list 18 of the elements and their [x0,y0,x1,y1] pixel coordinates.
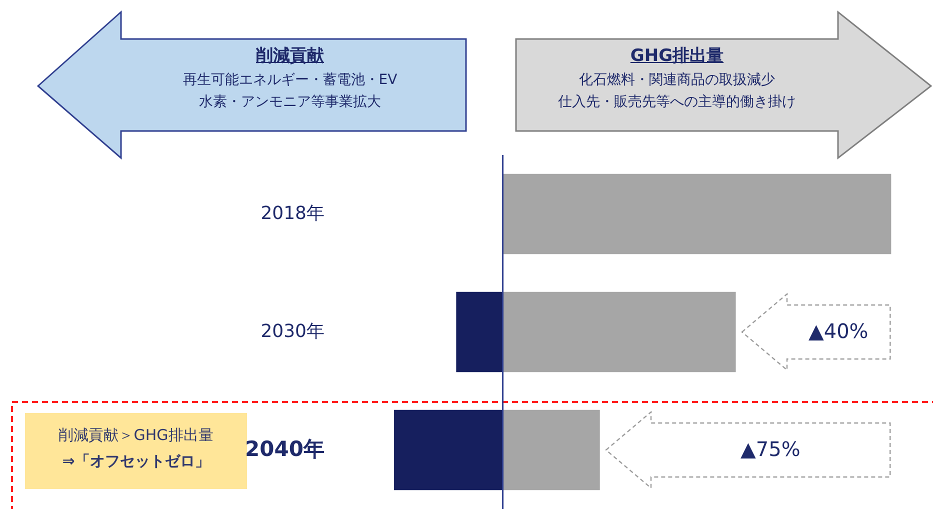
text: 削減貢献＞GHG排出量 [58,426,214,444]
text: 化石燃料・関連商品の取扱減少 [578,72,776,89]
text: ⇒「オフセットゼロ」 [61,452,211,470]
bar [502,174,892,254]
text: 再生可能エネルギー・蓄電池・EV [182,72,398,89]
bar [394,410,503,490]
annotation: ▲75% [740,437,802,461]
text: 水素・アンモニア等事業拡大 [198,94,382,111]
y-tick-label: 2030年 [260,321,324,342]
annotation: ▲40% [807,319,870,343]
y-tick-label: 2040年 [245,437,324,461]
text: GHG排出量 [629,46,725,66]
text: 削減貢献 [255,46,325,66]
y-tick-label: 2018年 [260,203,324,224]
bar [502,292,736,372]
bar [502,410,600,490]
bar [456,292,503,372]
text: 仕入先・販売先等への主導的働き掛け [557,94,797,111]
